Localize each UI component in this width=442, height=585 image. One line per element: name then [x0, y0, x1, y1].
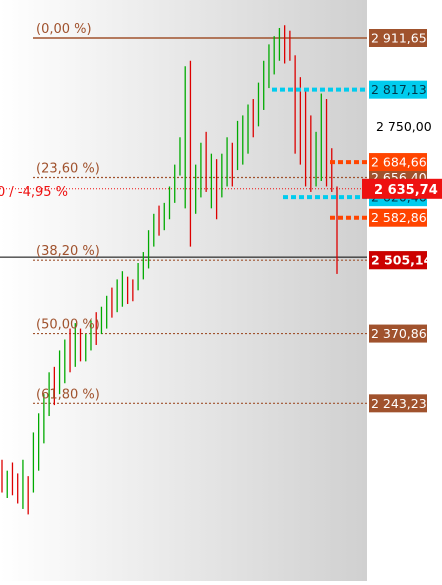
fib-percent-label: (61,80 %)	[36, 387, 100, 402]
target-price-label-text: 2 582,86	[371, 210, 427, 225]
fib-price-label-box	[369, 29, 427, 47]
fib-percent-label: (23,60 %)	[36, 162, 100, 177]
level-lines	[0, 37, 367, 404]
plot-background	[0, 0, 367, 581]
support-price-label-text: 2 817,13	[371, 82, 427, 97]
current-price-box	[362, 178, 442, 199]
black-level-price-label-box	[369, 251, 427, 270]
fib-price-label-box	[369, 394, 427, 413]
candles	[1, 25, 338, 515]
current-price-text: 2 635,74	[374, 183, 438, 198]
target-price-label-box	[369, 153, 427, 172]
fib-percent-label: (38,20 %)	[36, 244, 100, 259]
fib-price-label-box	[369, 324, 427, 343]
black-level-price-label-text: 2 505,14	[371, 253, 433, 268]
target-price-label-box	[369, 208, 427, 227]
axis-tick-label: 2 750,00	[376, 119, 432, 134]
fib-price-label-text: 2 911,65	[371, 31, 427, 46]
fib-percent-label: (0,00 %)	[36, 22, 92, 37]
fib-price-label-text: 2 243,23	[371, 396, 427, 411]
fib-price-label-text: 2 370,86	[371, 326, 427, 341]
target-price-label-text: 2 684,66	[371, 155, 427, 170]
support-price-label-box	[369, 80, 427, 99]
level-labels: (0,00 %)2 911,65(23,60 %)2 656,40(38,20 …	[0, 22, 442, 413]
current-change-text: 0 / -4,95 %	[0, 185, 68, 200]
fib-percent-label: (50,00 %)	[36, 318, 100, 333]
